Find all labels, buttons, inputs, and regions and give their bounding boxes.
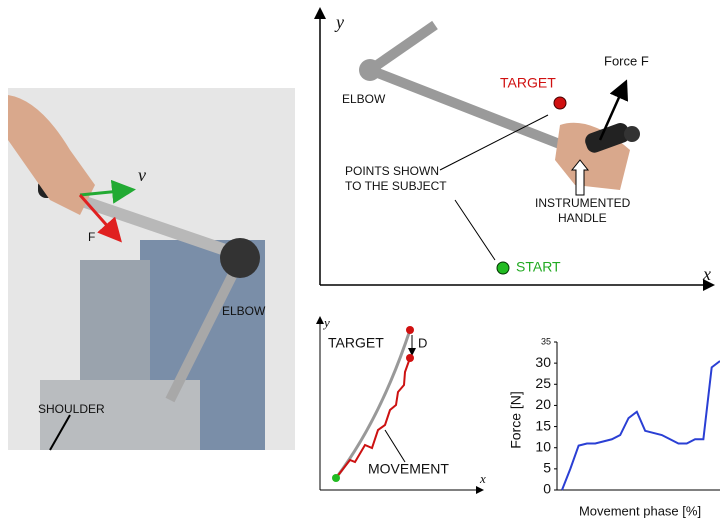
target-label: TARGET: [500, 75, 556, 91]
x-axis-label: x: [702, 264, 711, 284]
y-axis-label: y: [322, 315, 330, 330]
elbow-label: ELBOW: [342, 92, 386, 106]
handle-label: INSTRUMENTED: [535, 196, 631, 210]
elbow-label: ELBOW: [222, 304, 266, 318]
force-label: Force F: [604, 53, 649, 68]
force-line: [562, 361, 720, 490]
y-tick-label: 15: [535, 417, 551, 433]
x-axis-label: x: [479, 471, 486, 486]
distance-label: D: [418, 335, 427, 350]
y-tick-label: 5: [543, 460, 551, 476]
y-tick-label: 0: [543, 481, 551, 497]
force-label: F: [88, 230, 95, 244]
handle-label: HANDLE: [558, 211, 607, 225]
points-label: POINTS SHOWN: [345, 164, 439, 178]
y-tick-label: 20: [535, 396, 551, 412]
target-label: TARGET: [328, 335, 384, 351]
x-axis-title: Movement phase [%]: [579, 503, 701, 518]
y-axis-title: Force [N]: [508, 391, 524, 449]
shoulder-label: SHOULDER: [38, 402, 105, 416]
force-plot: 0 5 10 15 20 25 30 35: [535, 336, 720, 496]
y-tick-label: 10: [535, 438, 551, 454]
y-tick-label: 25: [535, 375, 551, 391]
points-label: TO THE SUBJECT: [345, 179, 447, 193]
velocity-label: v: [138, 165, 146, 185]
y-axis-label: y: [334, 12, 344, 32]
figure: v F ELBOW SHOULDER y x ELBOW TARGET Forc…: [0, 0, 720, 526]
start-label: START: [516, 259, 561, 275]
y-tick-label: 35: [541, 336, 551, 346]
top-diagram: [320, 10, 712, 285]
movement-label: MOVEMENT: [368, 461, 449, 477]
y-tick-label: 30: [535, 354, 551, 370]
photo: [8, 88, 295, 450]
